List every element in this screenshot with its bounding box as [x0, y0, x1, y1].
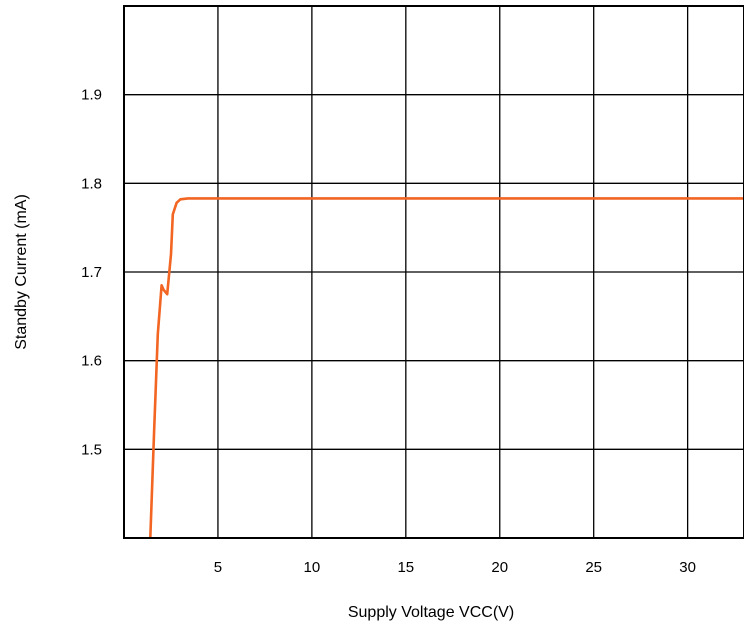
x-tick-label: 15	[397, 559, 414, 576]
x-tick-label: 30	[679, 559, 696, 576]
x-tick-label: 20	[491, 559, 508, 576]
x-tick-label: 5	[214, 559, 222, 576]
y-tick-label: 1.5	[81, 441, 102, 458]
y-axis-label: Standby Current (mA)	[13, 194, 30, 350]
series-layer	[149, 197, 744, 539]
x-tick-label: 25	[585, 559, 602, 576]
x-tick-label: 10	[304, 559, 321, 576]
series-line	[149, 197, 744, 539]
plot-frame	[123, 5, 744, 539]
x-tick-labels: 5 10 15 20 25 30	[214, 559, 696, 576]
y-tick-label: 1.7	[81, 264, 102, 281]
x-axis-label: Supply Voltage VCC(V)	[348, 604, 514, 621]
y-tick-label: 1.9	[81, 87, 102, 104]
y-tick-labels: 1.5 1.6 1.7 1.8 1.9	[81, 87, 102, 459]
y-tick-label: 1.6	[81, 353, 102, 370]
grid-lines	[124, 6, 744, 538]
y-tick-label: 1.8	[81, 175, 102, 192]
